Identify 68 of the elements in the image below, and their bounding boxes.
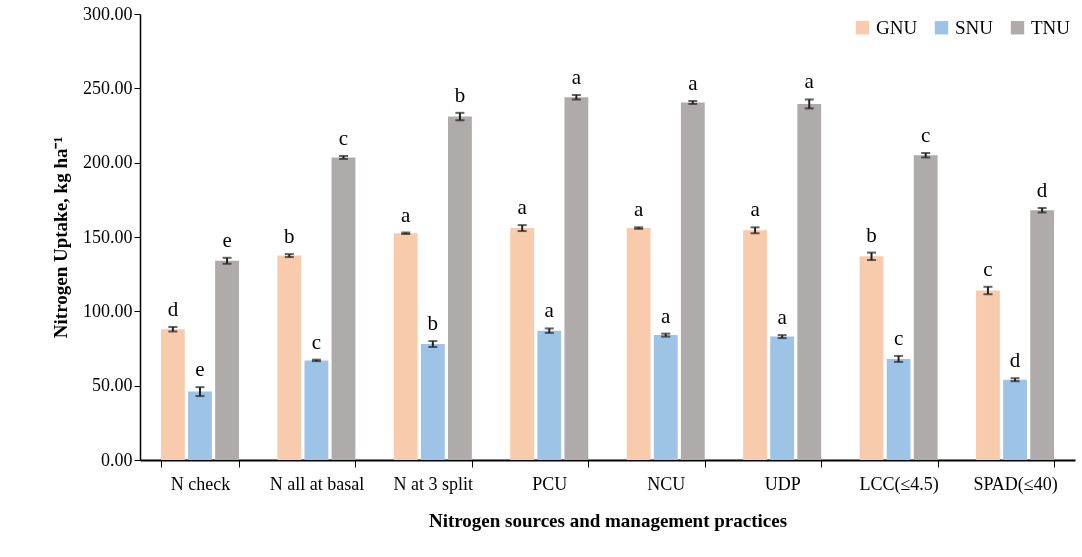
- y-tick-label: 200.00: [83, 152, 133, 173]
- bar: [393, 233, 418, 460]
- data-label: a: [544, 298, 555, 323]
- y-axis-title: Nitrogen Uptake, kg ha⁻¹: [50, 136, 71, 339]
- data-label: a: [750, 197, 761, 222]
- data-label: c: [983, 256, 993, 281]
- bar: [626, 228, 651, 460]
- data-label: c: [921, 123, 931, 147]
- legend-label: GNU: [876, 16, 918, 38]
- data-label: a: [517, 195, 528, 220]
- data-label: e: [222, 227, 232, 252]
- data-label: a: [804, 69, 815, 94]
- y-tick-label: 0.00: [101, 449, 133, 470]
- bar: [653, 335, 678, 460]
- bar: [277, 255, 302, 460]
- data-label: b: [427, 311, 439, 336]
- x-tick-label: PCU: [532, 473, 568, 494]
- bar: [188, 391, 212, 460]
- bar: [510, 228, 535, 460]
- data-label: b: [284, 224, 295, 249]
- data-label: c: [338, 125, 349, 150]
- bar: [215, 260, 239, 460]
- x-tick-label: NCU: [647, 473, 686, 494]
- bar: [304, 360, 329, 460]
- x-tick-label: N check: [170, 473, 231, 494]
- x-tick-label: SPAD(≤40): [973, 473, 1058, 495]
- data-label: b: [454, 82, 466, 107]
- legend-label: TNU: [1031, 16, 1071, 38]
- data-label: b: [866, 222, 877, 247]
- x-tick-label: UDP: [764, 473, 801, 494]
- bar: [537, 330, 562, 460]
- x-tick-label: N at 3 split: [393, 473, 474, 494]
- bar: [859, 256, 884, 460]
- data-label: c: [311, 329, 322, 354]
- y-tick-label: 250.00: [83, 77, 133, 98]
- data-label: d: [1036, 178, 1048, 203]
- bar: [448, 116, 472, 460]
- data-label: d: [167, 296, 179, 321]
- bar: [886, 358, 911, 460]
- bar: [913, 155, 938, 460]
- bar: [331, 157, 356, 460]
- data-label: a: [633, 197, 644, 222]
- bar: [743, 230, 767, 460]
- x-axis-title: Nitrogen sources and management practices: [428, 509, 788, 531]
- bar: [160, 329, 185, 460]
- y-tick-label: 300.00: [83, 3, 133, 24]
- bar: [770, 336, 795, 460]
- data-label: a: [661, 303, 672, 328]
- y-tick-label: 50.00: [92, 375, 133, 396]
- bar: [976, 290, 1000, 460]
- bar: [420, 344, 445, 460]
- data-label: a: [688, 70, 699, 95]
- bar: [1030, 210, 1055, 460]
- bar: [680, 102, 705, 460]
- x-tick-label: LCC(≤4.5): [859, 473, 939, 495]
- data-label: e: [195, 357, 205, 382]
- data-label: a: [571, 65, 582, 90]
- y-tick-label: 100.00: [83, 300, 133, 321]
- data-label: a: [777, 305, 788, 330]
- legend-label: SNU: [955, 16, 994, 38]
- bar: [1003, 379, 1027, 460]
- bar: [564, 97, 589, 460]
- bar: [797, 103, 822, 460]
- data-label: d: [1009, 348, 1021, 373]
- y-tick-label: 150.00: [83, 226, 133, 247]
- x-tick-label: N all at basal: [269, 473, 365, 494]
- data-label: a: [401, 202, 412, 227]
- data-label: c: [893, 325, 904, 350]
